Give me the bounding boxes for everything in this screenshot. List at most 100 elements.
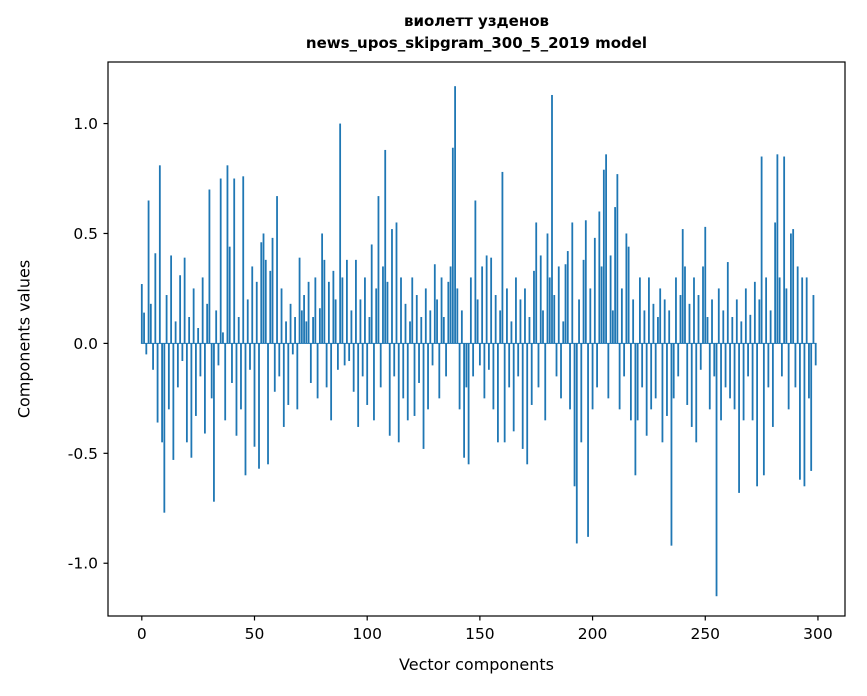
bar <box>332 270 335 344</box>
bar <box>792 229 795 344</box>
bar <box>810 343 813 471</box>
bar <box>684 266 686 344</box>
y-tick-label: -1.0 <box>68 555 98 573</box>
bar <box>377 196 380 344</box>
bar <box>571 222 574 344</box>
bar <box>454 86 456 344</box>
bar <box>582 259 585 344</box>
bar <box>508 343 511 388</box>
bar <box>154 253 157 344</box>
bar <box>675 277 677 344</box>
bar <box>330 343 333 421</box>
bar <box>176 343 179 388</box>
x-axis-label: Vector components <box>399 655 554 674</box>
chart-title: виолетт узденов <box>403 12 550 30</box>
bar <box>756 343 758 487</box>
bar <box>323 259 326 344</box>
bar <box>749 314 752 344</box>
bar <box>762 343 765 476</box>
bar <box>307 281 310 344</box>
bar <box>679 295 682 344</box>
bar <box>199 343 202 377</box>
bar <box>253 343 256 447</box>
bar <box>506 288 508 344</box>
bar <box>771 343 774 427</box>
x-tick-label: 200 <box>578 625 608 643</box>
bar <box>548 277 551 344</box>
bar <box>629 343 632 421</box>
bar <box>478 343 481 366</box>
bar <box>641 343 644 388</box>
bar <box>300 310 303 344</box>
bar <box>402 343 405 399</box>
bar <box>280 288 283 344</box>
bar <box>670 343 673 546</box>
bar <box>681 229 684 344</box>
bar <box>503 343 506 443</box>
bar <box>170 255 173 344</box>
bar <box>451 147 454 344</box>
bar <box>424 288 427 344</box>
bar <box>206 303 209 344</box>
bar <box>720 343 722 421</box>
x-tick-label: 50 <box>245 625 265 643</box>
bar <box>785 288 788 344</box>
bar <box>359 299 362 344</box>
bar <box>713 343 716 377</box>
bar <box>485 255 488 344</box>
bar <box>436 299 438 344</box>
bar <box>255 281 258 344</box>
bar <box>598 211 601 344</box>
bar <box>589 288 592 344</box>
bar <box>650 343 653 410</box>
bar <box>213 343 215 502</box>
bar <box>418 343 420 383</box>
zero-baseline <box>140 342 817 344</box>
bar <box>515 277 517 344</box>
bar <box>427 343 429 410</box>
bar <box>158 165 161 344</box>
y-tick-label: 0.5 <box>73 225 98 243</box>
bar <box>197 328 200 344</box>
bar <box>517 343 520 377</box>
bar <box>706 317 709 344</box>
bar <box>634 343 637 476</box>
bar <box>156 343 159 423</box>
bar <box>663 299 666 344</box>
bar <box>433 264 436 344</box>
x-tick-label: 150 <box>465 625 495 643</box>
bar <box>769 310 772 344</box>
bar <box>526 343 529 465</box>
bar <box>551 94 553 344</box>
bar <box>185 343 188 443</box>
bar <box>285 321 287 344</box>
bar <box>393 343 396 377</box>
bar <box>659 288 662 344</box>
bar <box>702 266 704 344</box>
bar <box>294 317 296 344</box>
bar <box>296 343 299 410</box>
bar <box>744 288 747 344</box>
bar <box>812 295 815 344</box>
bar <box>512 343 515 432</box>
bar <box>400 277 402 344</box>
bar <box>226 165 229 344</box>
bar <box>235 343 238 436</box>
bar <box>528 317 531 344</box>
bar <box>735 299 738 344</box>
bar <box>303 295 305 344</box>
bar <box>765 277 768 344</box>
bar <box>222 332 224 344</box>
bar <box>711 299 713 344</box>
bar <box>375 288 378 344</box>
bar <box>620 288 623 344</box>
x-tick-label: 300 <box>803 625 833 643</box>
bar <box>519 299 522 344</box>
bar <box>562 321 565 344</box>
bar <box>803 343 806 487</box>
bar <box>481 266 484 344</box>
bar <box>726 262 729 344</box>
bar <box>654 343 657 399</box>
